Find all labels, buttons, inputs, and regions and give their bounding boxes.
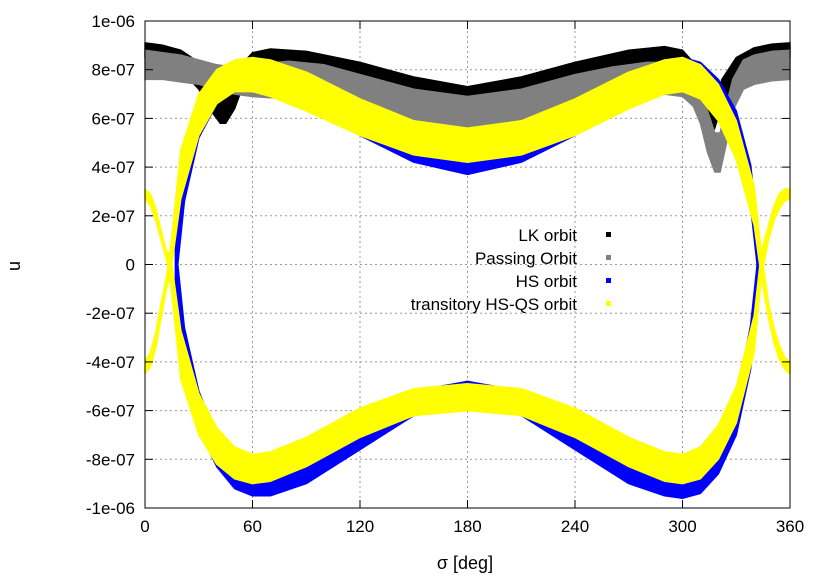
orbit-band <box>144 188 171 278</box>
legend-marker-hs-orbit <box>606 278 611 283</box>
axis-ticks: 0 60 120 180 240 300 360 -1e-06 -8e-07 -6e-07 -4e-… <box>86 12 804 536</box>
orbit-band <box>169 251 763 485</box>
y-tick-label: -4e-07 <box>86 353 135 372</box>
legend-marker-passing-orbit <box>606 255 611 260</box>
y-tick-label: -1e-06 <box>86 499 135 518</box>
x-tick-label: 120 <box>346 517 374 536</box>
data-series <box>144 42 791 500</box>
x-tick-label: 240 <box>561 517 589 536</box>
legend-label-transitory-hs-qs-orbit: transitory HS-QS orbit <box>411 295 578 314</box>
y-tick-label: 6e-07 <box>92 109 135 128</box>
legend-marker-lk-orbit <box>606 232 611 237</box>
orbit-band <box>760 188 791 278</box>
x-tick-label: 60 <box>243 517 262 536</box>
legend-marker-transitory-hs-qs-orbit <box>606 301 611 306</box>
y-tick-label: -8e-07 <box>86 450 135 469</box>
legend: LK orbit Passing Orbit HS orbit transitory … <box>411 226 611 314</box>
y-tick-label: 1e-06 <box>92 12 135 31</box>
y-tick-label: 4e-07 <box>92 158 135 177</box>
x-tick-label: 180 <box>453 517 481 536</box>
legend-label-passing-orbit: Passing Orbit <box>475 249 577 268</box>
x-axis-label: σ [deg] <box>437 553 493 573</box>
x-tick-label: 300 <box>668 517 696 536</box>
y-tick-label: 2e-07 <box>92 207 135 226</box>
y-tick-label: -2e-07 <box>86 304 135 323</box>
y-axis-label: u <box>4 261 24 271</box>
legend-label-lk-orbit: LK orbit <box>518 226 577 245</box>
series-transitory-hs-qs-orbit <box>144 56 791 485</box>
y-tick-label: 0 <box>126 256 135 275</box>
legend-label-hs-orbit: HS orbit <box>516 272 578 291</box>
x-tick-label: 360 <box>776 517 804 536</box>
x-tick-label: 0 <box>140 517 149 536</box>
y-tick-label: -6e-07 <box>86 402 135 421</box>
y-tick-label: 8e-07 <box>92 61 135 80</box>
